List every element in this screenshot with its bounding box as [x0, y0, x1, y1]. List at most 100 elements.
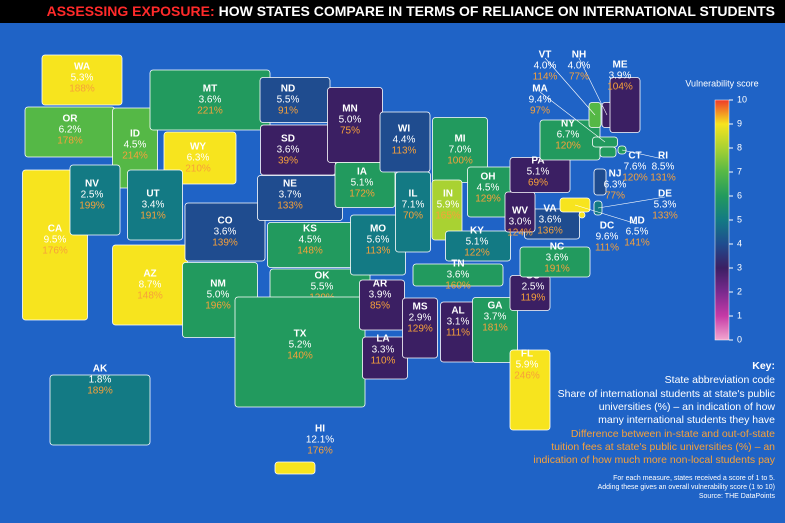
colorbar-tick-label: 1 — [737, 310, 742, 320]
state-fee: 139% — [212, 238, 238, 249]
state — [412, 263, 504, 287]
state-code: MS — [413, 302, 428, 313]
state-fee: 188% — [69, 84, 95, 95]
key-line: tuition fees at state's public universit… — [551, 441, 775, 453]
state-share: 8.5% — [652, 162, 675, 173]
title-lead: ASSESSING EXPOSURE: — [47, 3, 215, 19]
state-share: 6.2% — [59, 125, 82, 136]
state-share: 2.9% — [409, 313, 432, 324]
state-share: 4.0% — [568, 61, 591, 72]
state-fee: 111% — [446, 328, 470, 339]
state-fee: 114% — [533, 72, 558, 83]
state-fee: 131% — [650, 173, 676, 184]
state-fee: 111% — [595, 243, 619, 254]
state-share: 5.1% — [351, 178, 374, 189]
state-fee: 97% — [530, 106, 550, 117]
state-code: NJ — [609, 169, 622, 180]
state-code: CT — [628, 151, 641, 162]
state-share: 5.0% — [207, 290, 230, 301]
footnote: Adding these gives an overall vulnerabil… — [598, 484, 775, 491]
state-fee: 110% — [371, 356, 396, 367]
state-fee: 70% — [403, 211, 423, 222]
state — [127, 169, 183, 241]
state-fee: 160% — [445, 281, 471, 292]
state-code: WA — [74, 62, 90, 73]
state — [395, 171, 431, 253]
title: ASSESSING EXPOSURE: HOW STATES COMPARE IN… — [47, 3, 775, 19]
key-line: Share of international students at state… — [558, 388, 775, 400]
state — [609, 77, 641, 133]
state-fee: 189% — [87, 386, 113, 397]
state-share: 3.6% — [546, 253, 569, 264]
state-code: MD — [629, 216, 645, 227]
state-code: AL — [451, 306, 464, 317]
key-line: Difference between in-state and out-of-s… — [571, 428, 775, 440]
state — [578, 211, 586, 219]
state — [334, 162, 396, 208]
state-fee: 176% — [42, 246, 68, 257]
state-fee: 199% — [79, 201, 105, 212]
state-fee: 77% — [605, 191, 625, 202]
state-code: VT — [539, 50, 552, 61]
state-fee: 133% — [277, 201, 303, 212]
state-code: RI — [658, 151, 668, 162]
title-band — [0, 0, 785, 23]
colorbar-tick-label: 10 — [737, 94, 747, 104]
state-fee: 39% — [278, 156, 298, 167]
state-code: HI — [315, 424, 325, 435]
colorbar-tick-label: 2 — [737, 286, 742, 296]
state-fee: 181% — [482, 323, 508, 334]
state-code: DE — [658, 189, 672, 200]
state-share: 3.6% — [277, 145, 300, 156]
state-code: NY — [561, 119, 575, 130]
state-code: LA — [376, 334, 389, 345]
state-fee: 113% — [392, 146, 417, 157]
state-share: 3.9% — [609, 71, 632, 82]
state — [41, 54, 123, 106]
state-code: NC — [550, 242, 564, 253]
state — [509, 349, 551, 431]
leader-line — [621, 149, 664, 160]
state-share: 3.3% — [372, 345, 395, 356]
state-fee: 120% — [622, 173, 648, 184]
state-share: 3.9% — [369, 290, 392, 301]
state-code: NV — [85, 179, 99, 190]
state-share: 3.6% — [199, 95, 222, 106]
state-code: AR — [373, 279, 388, 290]
colorbar-tick-label: 7 — [737, 166, 742, 176]
colorbar-tick-label: 0 — [737, 334, 742, 344]
state-fee: 100% — [447, 156, 473, 167]
key-line: State abbreviation code — [665, 374, 775, 386]
state-share: 3.1% — [447, 317, 470, 328]
state-code: KY — [470, 226, 484, 237]
state-code: MT — [203, 84, 217, 95]
state-code: MI — [454, 134, 465, 145]
state — [49, 374, 151, 446]
key-heading: Key: — [752, 360, 775, 372]
state-share: 5.6% — [367, 235, 390, 246]
state — [274, 461, 316, 475]
state-share: 5.0% — [339, 115, 362, 126]
state-code: KS — [303, 224, 317, 235]
state-fee: 221% — [197, 106, 223, 117]
state — [599, 146, 617, 158]
state-code: NH — [572, 50, 586, 61]
footnote: Source: THE DataPoints — [699, 493, 776, 500]
leader-line — [597, 196, 666, 209]
state-share: 7.6% — [624, 162, 647, 173]
leader-line — [578, 57, 608, 116]
state-share: 9.6% — [596, 232, 619, 243]
state — [184, 202, 266, 262]
state-fee: 104% — [607, 82, 633, 93]
state — [402, 297, 438, 359]
state-share: 9.5% — [44, 235, 67, 246]
state-code: SD — [281, 134, 295, 145]
state-fee: 214% — [122, 151, 148, 162]
state-fee: 91% — [278, 106, 298, 117]
state-share: 7.1% — [402, 200, 425, 211]
colorbar-tick-label: 9 — [737, 118, 742, 128]
state-share: 5.5% — [311, 282, 334, 293]
state-share: 3.6% — [539, 215, 562, 226]
state — [593, 168, 607, 196]
